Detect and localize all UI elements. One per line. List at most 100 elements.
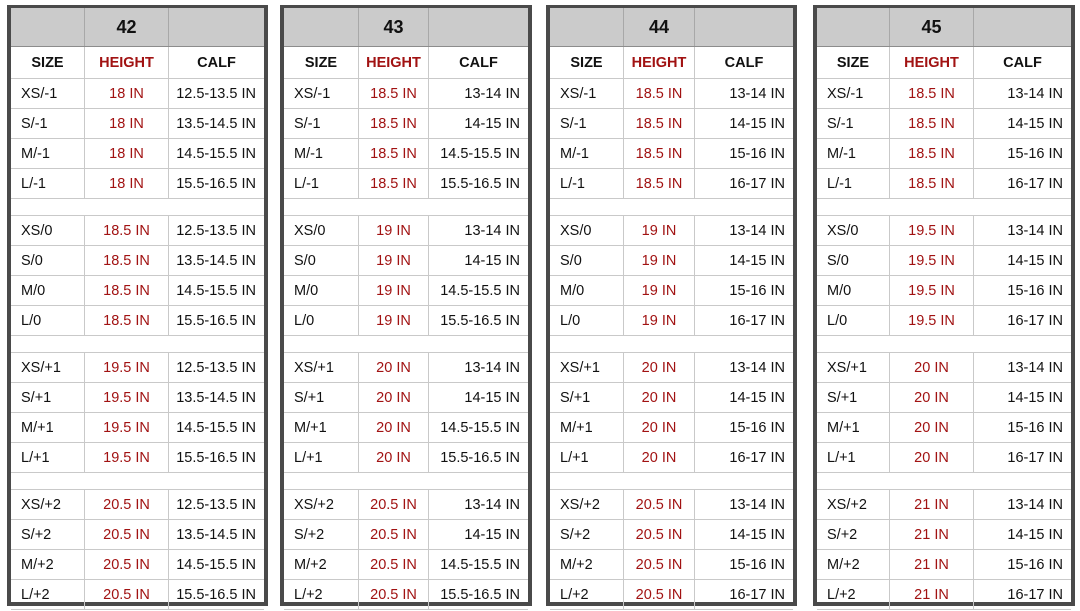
size-cell: M/+1 bbox=[550, 413, 624, 442]
height-cell: 19 IN bbox=[359, 276, 429, 305]
table-row: XS/+1 20 IN 13-14 IN bbox=[550, 353, 793, 383]
group-spacer bbox=[284, 336, 528, 353]
table-row: S/+1 19.5 IN 13.5-14.5 IN bbox=[11, 383, 264, 413]
height-cell: 18.5 IN bbox=[359, 169, 429, 198]
height-cell: 21 IN bbox=[890, 550, 974, 579]
height-cell: 20.5 IN bbox=[624, 490, 695, 519]
table-row: S/+2 20.5 IN 14-15 IN bbox=[284, 520, 528, 550]
height-cell: 18.5 IN bbox=[85, 216, 169, 245]
panel-title: 44 bbox=[624, 8, 695, 46]
group-spacer bbox=[817, 473, 1071, 490]
group-spacer bbox=[11, 199, 264, 216]
size-cell: XS/+2 bbox=[550, 490, 624, 519]
height-cell: 18.5 IN bbox=[890, 79, 974, 108]
size-cell: M/0 bbox=[550, 276, 624, 305]
height-cell: 18.5 IN bbox=[624, 169, 695, 198]
height-cell: 18 IN bbox=[85, 169, 169, 198]
table-row: M/0 18.5 IN 14.5-15.5 IN bbox=[11, 276, 264, 306]
height-cell: 19.5 IN bbox=[85, 353, 169, 382]
table-row: M/0 19.5 IN 15-16 IN bbox=[817, 276, 1071, 306]
size-cell: S/+1 bbox=[817, 383, 890, 412]
column-header-row: SIZE HEIGHT CALF bbox=[11, 47, 264, 79]
height-cell: 20 IN bbox=[359, 413, 429, 442]
table-row: S/+2 20.5 IN 14-15 IN bbox=[550, 520, 793, 550]
table-row: S/+1 20 IN 14-15 IN bbox=[817, 383, 1071, 413]
group-spacer bbox=[284, 199, 528, 216]
calf-cell: 15.5-16.5 IN bbox=[440, 175, 520, 192]
group-spacer bbox=[550, 336, 793, 353]
calf-column-header: CALF bbox=[459, 54, 498, 71]
size-cell: S/-1 bbox=[550, 109, 624, 138]
calf-cell: 14-15 IN bbox=[464, 389, 520, 406]
calf-cell: 15.5-16.5 IN bbox=[176, 175, 256, 192]
size-column-header: SIZE bbox=[11, 47, 85, 78]
table-row: XS/0 19 IN 13-14 IN bbox=[550, 216, 793, 246]
height-cell: 20.5 IN bbox=[359, 520, 429, 549]
size-cell: XS/+1 bbox=[11, 353, 85, 382]
table-row: XS/-1 18.5 IN 13-14 IN bbox=[284, 79, 528, 109]
calf-cell: 15.5-16.5 IN bbox=[440, 312, 520, 329]
height-cell: 19 IN bbox=[624, 216, 695, 245]
table-row: L/0 19 IN 16-17 IN bbox=[550, 306, 793, 336]
size-cell: S/+2 bbox=[550, 520, 624, 549]
title-blank-cell bbox=[284, 8, 359, 46]
size-cell: M/-1 bbox=[550, 139, 624, 168]
size-cell: L/0 bbox=[11, 306, 85, 335]
calf-cell: 13-14 IN bbox=[1007, 222, 1063, 239]
size-cell: S/+2 bbox=[817, 520, 890, 549]
table-row: L/+2 21 IN 16-17 IN bbox=[817, 580, 1071, 610]
table-row: L/-1 18.5 IN 15.5-16.5 IN bbox=[284, 169, 528, 199]
calf-cell: 14-15 IN bbox=[729, 115, 785, 132]
size-cell: XS/+1 bbox=[550, 353, 624, 382]
size-panel-45: 45 SIZE HEIGHT CALF XS/-1 18.5 IN 13-14 IN S/-1… bbox=[813, 5, 1075, 610]
calf-cell: 15-16 IN bbox=[1007, 556, 1063, 573]
size-panel-42: 42 SIZE HEIGHT CALF XS/-1 18 IN 12.5-13.5 IN S/… bbox=[7, 5, 268, 610]
height-cell: 19 IN bbox=[359, 216, 429, 245]
height-cell: 20 IN bbox=[890, 443, 974, 472]
calf-cell: 13.5-14.5 IN bbox=[176, 526, 256, 543]
size-cell: XS/+2 bbox=[284, 490, 359, 519]
size-cell: L/0 bbox=[550, 306, 624, 335]
table-row: XS/+1 20 IN 13-14 IN bbox=[284, 353, 528, 383]
calf-cell: 15.5-16.5 IN bbox=[176, 449, 256, 466]
column-header-row: SIZE HEIGHT CALF bbox=[550, 47, 793, 79]
size-cell: M/-1 bbox=[11, 139, 85, 168]
size-cell: M/+2 bbox=[284, 550, 359, 579]
calf-cell: 14-15 IN bbox=[1007, 389, 1063, 406]
table-row: L/+1 20 IN 16-17 IN bbox=[817, 443, 1071, 473]
calf-cell: 14.5-15.5 IN bbox=[176, 282, 256, 299]
group-spacer bbox=[11, 473, 264, 490]
size-cell: M/+1 bbox=[11, 413, 85, 442]
table-row: XS/+2 20.5 IN 12.5-13.5 IN bbox=[11, 490, 264, 520]
size-column-header: SIZE bbox=[284, 47, 359, 78]
height-cell: 20.5 IN bbox=[359, 490, 429, 519]
height-column-header: HEIGHT bbox=[890, 47, 974, 78]
table-row: L/+2 20.5 IN 15.5-16.5 IN bbox=[11, 580, 264, 610]
size-cell: S/+1 bbox=[11, 383, 85, 412]
height-column-header: HEIGHT bbox=[624, 47, 695, 78]
calf-cell: 14-15 IN bbox=[1007, 526, 1063, 543]
size-cell: L/-1 bbox=[11, 169, 85, 198]
calf-cell: 14-15 IN bbox=[1007, 252, 1063, 269]
table-row: M/+1 19.5 IN 14.5-15.5 IN bbox=[11, 413, 264, 443]
panel-title-row: 42 bbox=[11, 8, 264, 47]
table-row: M/+1 20 IN 15-16 IN bbox=[817, 413, 1071, 443]
group-spacer bbox=[817, 199, 1071, 216]
calf-cell: 13.5-14.5 IN bbox=[176, 389, 256, 406]
group-spacer bbox=[284, 473, 528, 490]
size-cell: M/+1 bbox=[284, 413, 359, 442]
height-cell: 20.5 IN bbox=[624, 550, 695, 579]
height-cell: 20.5 IN bbox=[624, 580, 695, 609]
title-blank-cell bbox=[695, 8, 793, 46]
height-cell: 18.5 IN bbox=[85, 246, 169, 275]
height-cell: 19.5 IN bbox=[890, 246, 974, 275]
size-cell: S/+1 bbox=[284, 383, 359, 412]
table-row: L/0 19 IN 15.5-16.5 IN bbox=[284, 306, 528, 336]
size-cell: L/-1 bbox=[284, 169, 359, 198]
size-cell: L/+1 bbox=[817, 443, 890, 472]
height-cell: 20.5 IN bbox=[85, 520, 169, 549]
size-cell: L/+2 bbox=[817, 580, 890, 609]
calf-cell: 14.5-15.5 IN bbox=[440, 419, 520, 436]
height-cell: 18.5 IN bbox=[890, 109, 974, 138]
height-cell: 20 IN bbox=[624, 413, 695, 442]
